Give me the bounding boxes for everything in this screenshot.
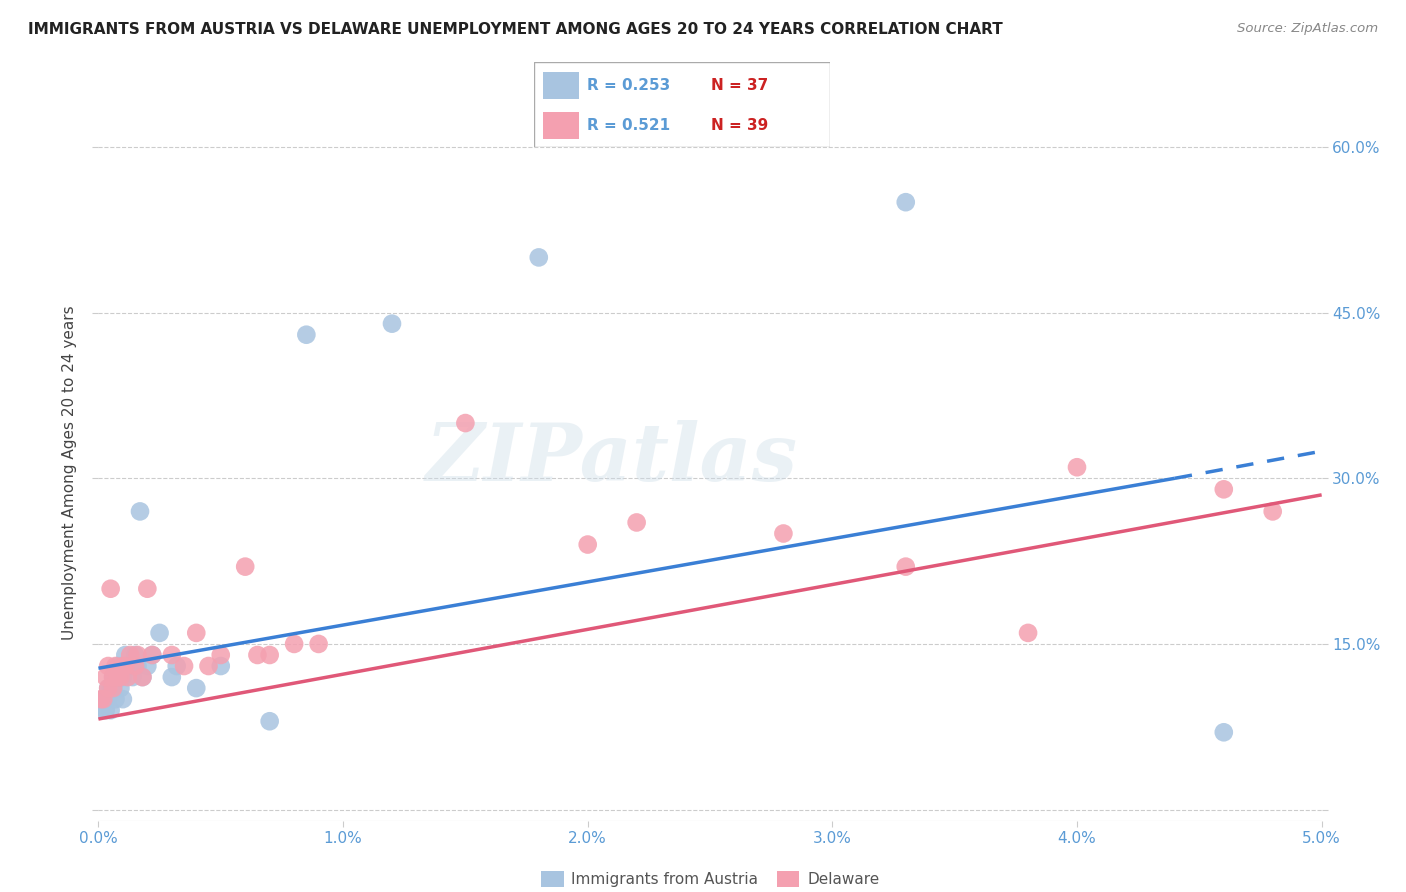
Point [1066, 460, 1088, 475]
Text: N = 37: N = 37 [711, 78, 769, 93]
Point [1212, 483, 1234, 497]
Point [197, 659, 219, 673]
Point [141, 648, 163, 662]
Point [772, 526, 794, 541]
Point [101, 670, 124, 684]
Point [136, 582, 159, 596]
Text: ZIPatlas: ZIPatlas [426, 420, 799, 498]
Point [527, 251, 550, 265]
Point [259, 648, 281, 662]
Point [283, 637, 305, 651]
Point [121, 670, 143, 684]
Point [129, 504, 152, 518]
Point [100, 703, 122, 717]
Point [246, 648, 269, 662]
Point [381, 317, 404, 331]
Point [104, 670, 127, 684]
Point [626, 516, 648, 530]
Point [114, 659, 136, 673]
Point [90, 703, 112, 717]
Point [259, 714, 281, 729]
Point [209, 659, 232, 673]
Point [1017, 626, 1039, 640]
Point [94, 692, 117, 706]
Point [894, 195, 917, 210]
Point [107, 659, 129, 673]
Point [111, 692, 134, 706]
Legend: Immigrants from Austria, Delaware: Immigrants from Austria, Delaware [534, 865, 886, 892]
Point [127, 648, 149, 662]
Point [117, 659, 139, 673]
Point [120, 659, 142, 673]
Point [97, 681, 120, 695]
Point [454, 416, 477, 430]
Point [1261, 504, 1284, 518]
Text: Source: ZipAtlas.com: Source: ZipAtlas.com [1237, 22, 1378, 36]
Point [97, 659, 120, 673]
Point [136, 659, 159, 673]
Point [101, 681, 124, 695]
Point [295, 327, 318, 342]
Point [209, 648, 232, 662]
Point [124, 648, 146, 662]
Point [120, 648, 142, 662]
Point [97, 681, 120, 695]
Point [166, 659, 188, 673]
Point [104, 692, 127, 706]
Point [94, 670, 117, 684]
Point [186, 626, 208, 640]
Point [131, 670, 153, 684]
Point [160, 648, 183, 662]
Text: R = 0.521: R = 0.521 [588, 118, 671, 133]
Point [131, 670, 153, 684]
Point [90, 692, 112, 706]
Point [97, 692, 120, 706]
Text: N = 39: N = 39 [711, 118, 769, 133]
Point [104, 659, 127, 673]
FancyBboxPatch shape [534, 62, 830, 147]
Point [110, 670, 132, 684]
Point [114, 648, 136, 662]
Point [894, 559, 917, 574]
Point [91, 692, 114, 706]
Point [127, 659, 149, 673]
Point [111, 659, 134, 673]
Point [160, 670, 183, 684]
Point [186, 681, 208, 695]
Point [100, 681, 122, 695]
Point [94, 703, 117, 717]
Bar [543, 112, 579, 139]
Bar [543, 71, 579, 99]
Point [101, 670, 124, 684]
Point [107, 670, 129, 684]
Point [1212, 725, 1234, 739]
Y-axis label: Unemployment Among Ages 20 to 24 years: Unemployment Among Ages 20 to 24 years [62, 305, 77, 640]
Point [173, 659, 195, 673]
Point [117, 670, 139, 684]
Point [233, 559, 256, 574]
Point [576, 537, 599, 551]
Point [91, 692, 114, 706]
Text: R = 0.253: R = 0.253 [588, 78, 671, 93]
Point [110, 681, 132, 695]
Text: IMMIGRANTS FROM AUSTRIA VS DELAWARE UNEMPLOYMENT AMONG AGES 20 TO 24 YEARS CORRE: IMMIGRANTS FROM AUSTRIA VS DELAWARE UNEM… [28, 22, 1002, 37]
Point [149, 626, 172, 640]
Point [308, 637, 330, 651]
Point [100, 582, 122, 596]
Point [141, 648, 163, 662]
Point [101, 681, 124, 695]
Point [111, 670, 134, 684]
Point [124, 659, 146, 673]
